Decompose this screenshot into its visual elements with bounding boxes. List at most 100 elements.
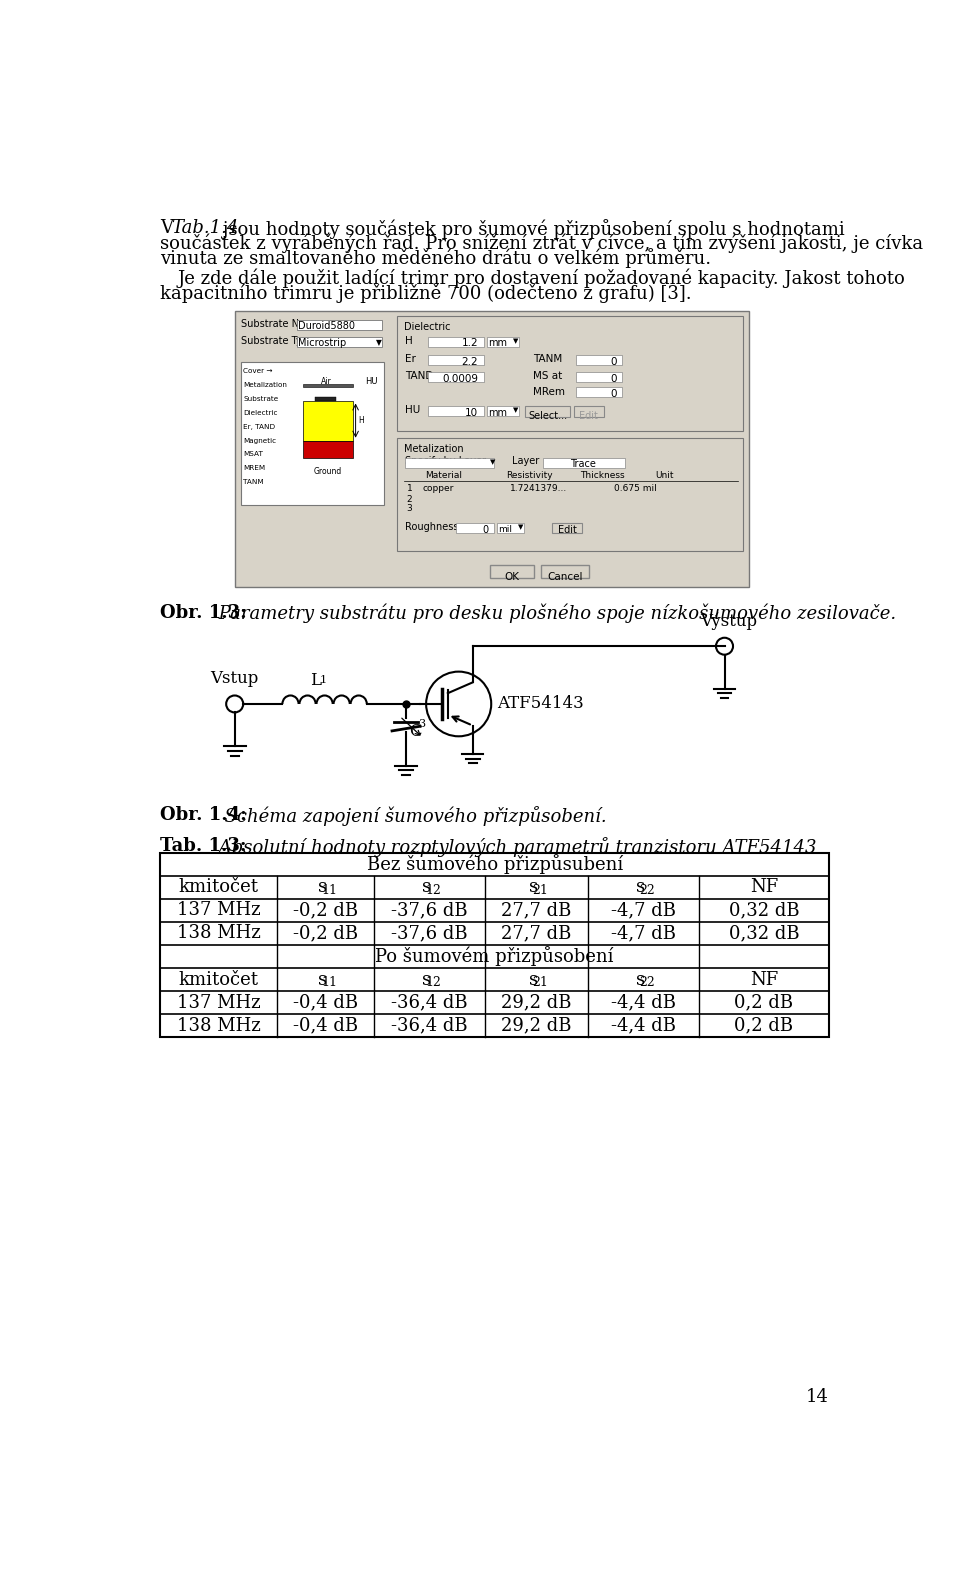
Text: mil: mil xyxy=(498,525,513,534)
Text: 22: 22 xyxy=(639,883,656,897)
Bar xyxy=(552,523,582,532)
Text: 137 MHz: 137 MHz xyxy=(177,994,260,1011)
Text: ▼: ▼ xyxy=(513,338,518,344)
Text: HU: HU xyxy=(365,378,377,387)
Text: L: L xyxy=(310,672,321,689)
Text: C: C xyxy=(409,724,421,739)
Text: Cover →: Cover → xyxy=(243,368,273,374)
Text: -0,4 dB: -0,4 dB xyxy=(293,1018,358,1035)
Text: ▼: ▼ xyxy=(491,460,495,465)
Text: H: H xyxy=(405,337,413,346)
Text: Unit: Unit xyxy=(656,471,674,480)
Bar xyxy=(576,371,622,382)
Text: -0,2 dB: -0,2 dB xyxy=(293,901,358,920)
Text: Resistivity: Resistivity xyxy=(506,471,553,480)
Text: 0: 0 xyxy=(611,389,616,400)
Text: Schéma zapojení šumového přizpůsobení.: Schéma zapojení šumového přizpůsobení. xyxy=(213,806,607,826)
Text: ▼: ▼ xyxy=(513,408,518,414)
Text: ATF54143: ATF54143 xyxy=(497,695,585,713)
Text: NF: NF xyxy=(750,878,778,896)
Text: 12: 12 xyxy=(425,883,442,897)
Text: Edit: Edit xyxy=(558,525,577,534)
Text: 2.2: 2.2 xyxy=(462,357,478,367)
Text: Substrate: Substrate xyxy=(243,397,278,401)
Text: Substrate Type:: Substrate Type: xyxy=(241,337,317,346)
Text: Výstup: Výstup xyxy=(700,613,756,630)
Text: 0: 0 xyxy=(483,525,489,534)
Text: MREM: MREM xyxy=(243,465,265,471)
Text: 21: 21 xyxy=(533,883,548,897)
Text: s: s xyxy=(529,970,538,989)
Text: Edit: Edit xyxy=(580,411,598,422)
Bar xyxy=(491,566,534,578)
Text: OK: OK xyxy=(505,572,519,581)
Text: ▼: ▼ xyxy=(375,338,382,348)
Bar xyxy=(397,316,743,431)
Bar xyxy=(574,406,604,417)
Bar xyxy=(405,458,494,468)
Text: 1.2: 1.2 xyxy=(462,338,478,348)
Text: Bez šumového přizpůsubení: Bez šumového přizpůsubení xyxy=(367,855,623,874)
Text: -4,7 dB: -4,7 dB xyxy=(611,901,676,920)
Bar xyxy=(397,438,743,551)
Text: -0,2 dB: -0,2 dB xyxy=(293,924,358,942)
Text: Magnetic: Magnetic xyxy=(243,438,276,444)
Text: 11: 11 xyxy=(322,976,338,989)
Bar xyxy=(540,566,588,578)
Text: TANM: TANM xyxy=(533,354,563,365)
Text: Material: Material xyxy=(425,471,463,480)
Text: Absolutní hodnoty rozptylových parametrů tranzistoru ATF54143: Absolutní hodnoty rozptylových parametrů… xyxy=(213,837,817,856)
Text: Obr. 1.3:: Obr. 1.3: xyxy=(160,604,247,623)
Text: MRem: MRem xyxy=(533,387,565,397)
Text: H: H xyxy=(358,416,364,425)
Text: NF: NF xyxy=(750,970,778,989)
Bar xyxy=(315,397,336,401)
Text: kmitočet: kmitočet xyxy=(179,970,259,989)
Text: Ground: Ground xyxy=(314,466,342,476)
Text: kmitočet: kmitočet xyxy=(179,878,259,896)
Text: TAND: TAND xyxy=(405,371,434,381)
Bar xyxy=(525,406,570,417)
Text: s: s xyxy=(318,878,327,896)
Text: -4,4 dB: -4,4 dB xyxy=(611,1018,676,1035)
Text: s: s xyxy=(529,878,538,896)
Text: -4,7 dB: -4,7 dB xyxy=(611,924,676,942)
Text: Select...: Select... xyxy=(528,411,567,422)
Text: 21: 21 xyxy=(533,976,548,989)
Text: Cancel: Cancel xyxy=(547,572,583,581)
Text: s: s xyxy=(636,878,645,896)
Bar xyxy=(576,387,622,398)
Bar xyxy=(428,337,484,346)
Text: Parametry substrátu pro desku plošného spoje nízkošumového zesilovače.: Parametry substrátu pro desku plošného s… xyxy=(213,604,896,624)
Bar xyxy=(297,319,382,330)
Text: 0.675 mil: 0.675 mil xyxy=(614,483,658,493)
Text: Vstup: Vstup xyxy=(210,670,259,687)
Text: Dielectric: Dielectric xyxy=(243,409,277,416)
Text: vinuta ze smaltovaného měděného drátu o velkém průměru.: vinuta ze smaltovaného měděného drátu o … xyxy=(160,248,711,269)
Text: Dielectric: Dielectric xyxy=(403,322,450,332)
Text: s: s xyxy=(636,970,645,989)
Text: 0: 0 xyxy=(611,357,616,367)
Text: kapacitního trimru je přibližně 700 (odečteno z grafu) [3].: kapacitního trimru je přibližně 700 (ode… xyxy=(160,283,692,303)
Bar xyxy=(234,311,750,586)
Text: s: s xyxy=(421,970,431,989)
Text: s: s xyxy=(318,970,327,989)
Text: V: V xyxy=(160,220,180,237)
Text: 3: 3 xyxy=(419,719,425,730)
Text: -36,4 dB: -36,4 dB xyxy=(391,994,468,1011)
Bar xyxy=(428,371,484,382)
Text: Roughness:: Roughness: xyxy=(405,523,462,532)
Text: 22: 22 xyxy=(639,976,656,989)
Text: 0,2 dB: 0,2 dB xyxy=(734,994,794,1011)
Text: 29,2 dB: 29,2 dB xyxy=(501,994,572,1011)
Text: mm: mm xyxy=(488,338,507,348)
Text: Tab.1.4: Tab.1.4 xyxy=(171,220,238,237)
Text: Microstrip: Microstrip xyxy=(299,338,347,348)
Text: Thickness: Thickness xyxy=(581,471,625,480)
Bar xyxy=(496,523,524,532)
Text: mm: mm xyxy=(488,408,507,417)
Text: 11: 11 xyxy=(322,883,338,897)
Text: součástek z vyráběných řad. Pro snížení ztrát v cívce, a tím zvýšení jakosti, je: součástek z vyráběných řad. Pro snížení … xyxy=(160,234,924,253)
Bar xyxy=(428,356,484,365)
Text: 2: 2 xyxy=(407,495,413,504)
